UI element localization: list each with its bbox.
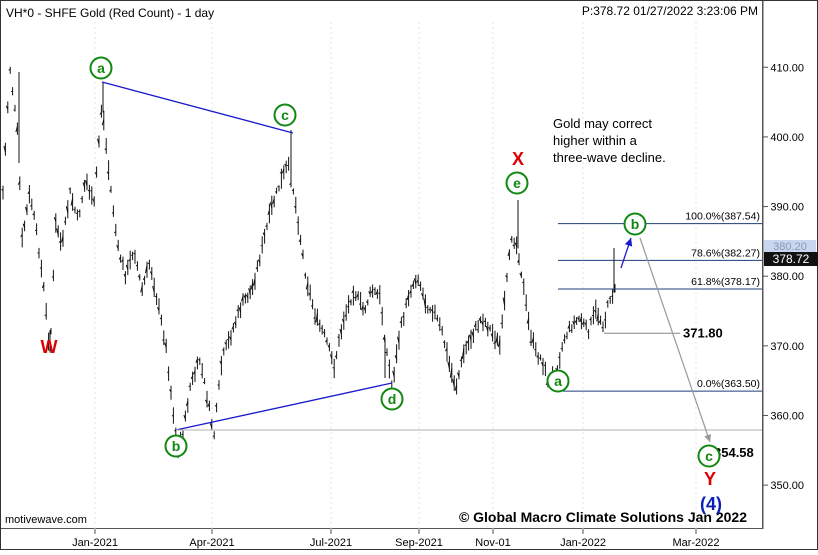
wave-label: d (388, 391, 397, 407)
y-tick-label: 400.00 (770, 132, 804, 144)
y-tick-label: 350.00 (770, 480, 804, 492)
annotation-line-1: Gold may correct (553, 116, 652, 131)
price-bar-tick (162, 340, 164, 341)
watermark: motivewave.com (5, 514, 87, 526)
price-bar-tick (525, 305, 527, 306)
wave-label: a (97, 60, 105, 76)
y-tick-label: 390.00 (770, 202, 804, 214)
x-tick-label: Jan-2022 (560, 537, 606, 549)
x-tick-label: Mar-2022 (672, 537, 719, 549)
price-bar-tick (201, 374, 203, 375)
wave-label: c (705, 448, 713, 464)
fib-level-label: 100.0%(387.54) (685, 211, 760, 223)
price-bar-tick (278, 187, 280, 188)
wave-label: a (554, 373, 562, 389)
price-bar-tick (30, 205, 32, 206)
fib-level-label: 78.6%(382.27) (691, 247, 760, 259)
price-bar-tick (78, 211, 80, 212)
price-bar-tick (227, 339, 229, 340)
price-bar-tick (297, 222, 299, 223)
price-bar-tick (148, 263, 150, 264)
wave-label: c (281, 107, 289, 123)
price-bar-tick (441, 329, 443, 330)
x-tick-label: Apr-2021 (189, 537, 234, 549)
wave-label: (4) (700, 494, 722, 514)
price-bar-tick (378, 293, 380, 294)
x-tick-label: Jan-2021 (72, 537, 118, 549)
x-tick-label: Sep-2021 (395, 537, 443, 549)
wave-label: e (513, 175, 521, 191)
fib-level-label: 0.0%(363.50) (697, 378, 760, 390)
wave-label: b (172, 438, 181, 454)
price-bar-tick (606, 302, 608, 303)
price-bar-tick (381, 312, 383, 313)
y-tick-label: 380.00 (770, 271, 804, 283)
annotation-line-3: three-wave decline. (553, 150, 666, 165)
wave-label: Y (704, 469, 716, 489)
y-tick-label: 360.00 (770, 410, 804, 422)
price-bar-tick (477, 329, 479, 330)
wave-label: W (41, 337, 58, 357)
fib-level-label: 61.8%(378.17) (691, 276, 760, 288)
price-bar-tick (429, 309, 431, 310)
level-label: 371.80 (683, 325, 723, 340)
x-tick-label: Nov-01 (475, 537, 510, 549)
plot-area (1, 1, 763, 529)
price-bar-tick (426, 307, 428, 308)
price-bar-tick (292, 190, 294, 191)
price-bar-tick (563, 340, 565, 341)
y-tick-label: 370.00 (770, 341, 804, 353)
y-axis: 350.00 360.00 370.00 380.00 390.00 400.00 410.… (763, 62, 804, 492)
price-header: P:378.72 01/27/2022 3:23:06 PM (582, 4, 758, 18)
chart-title: VH*0 - SHFE Gold (Red Count) - 1 day (6, 6, 214, 20)
wave-label: X (512, 149, 524, 169)
x-tick-label: Jul-2021 (310, 537, 352, 549)
x-axis: Jan-2021 Apr-2021 Jul-2021 Sep-2021 Nov-01 Ja… (72, 529, 719, 549)
price-bar-tick (134, 253, 136, 254)
annotation-line-2: higher within a (553, 133, 638, 148)
price-bar-tick (136, 265, 138, 266)
wave-label: b (631, 216, 640, 232)
price-bar-tick (203, 382, 205, 383)
y-tick-label: 410.00 (770, 62, 804, 74)
last-price-label: 378.72 (773, 252, 810, 266)
